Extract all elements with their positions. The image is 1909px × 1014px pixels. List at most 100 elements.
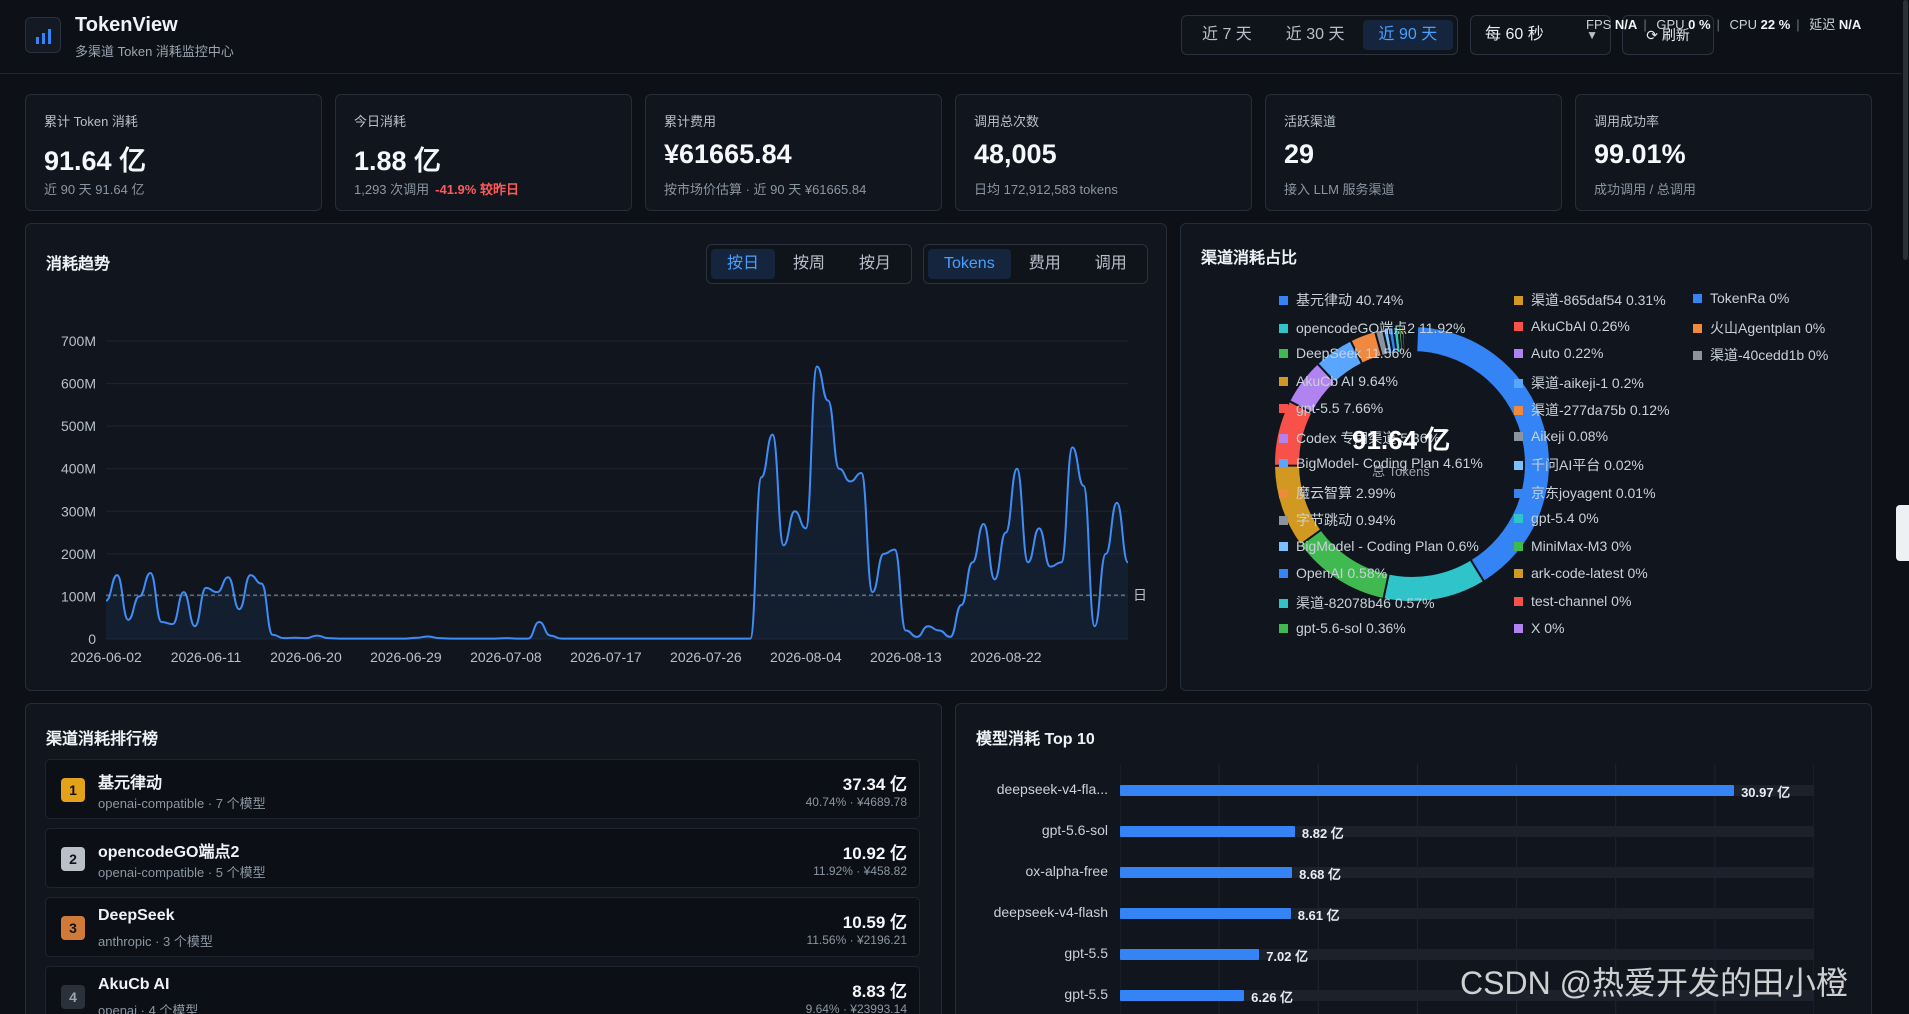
- legend-item[interactable]: X 0%: [1514, 620, 1564, 636]
- granularity-week[interactable]: 按周: [793, 255, 826, 272]
- legend-item[interactable]: gpt-5.4 0%: [1514, 510, 1599, 526]
- legend-item[interactable]: OpenAI 0.58%: [1279, 565, 1387, 581]
- legend-label: 字节跳动 0.94%: [1296, 512, 1396, 528]
- ranking-row[interactable]: 3 DeepSeek anthropic · 3 个模型 10.59 亿 11.…: [45, 897, 920, 957]
- legend-item[interactable]: 基元律动 40.74%: [1279, 290, 1403, 310]
- legend-item[interactable]: Aikeji 0.08%: [1514, 428, 1608, 444]
- legend-swatch: [1514, 321, 1523, 331]
- trend-chart[interactable]: 0 100M 200M 300M 400M 500M 600M 700M 2026-06-02 2…: [26, 224, 1166, 690]
- app-header: TokenView 多渠道 Token 消耗监控中心 近 7 天 近 30 天 …: [0, 0, 1909, 74]
- bar-category-label: gpt-5.5: [1064, 986, 1108, 1002]
- legend-item[interactable]: Auto 0.22%: [1514, 345, 1603, 361]
- stat-card-success-rate: 调用成功率 99.01% 成功调用 / 总调用: [1575, 94, 1872, 211]
- legend-item[interactable]: gpt-5.5 7.66%: [1279, 400, 1383, 416]
- legend-item[interactable]: 火山Agentplan 0%: [1693, 318, 1825, 338]
- channel-meta: openai-compatible · 5 个模型: [98, 865, 266, 880]
- legend-item[interactable]: 字节跳动 0.94%: [1279, 510, 1396, 530]
- legend-label: 魔云智算 2.99%: [1296, 484, 1396, 501]
- share-donut-chart[interactable]: [1180, 223, 1872, 691]
- legend-label: MiniMax-M3 0%: [1531, 537, 1632, 554]
- granularity-month[interactable]: 按月: [859, 255, 892, 272]
- stat-label: 今日消耗: [354, 114, 407, 129]
- legend-item[interactable]: AkuCb AI 9.64%: [1279, 373, 1398, 389]
- refresh-label: 刷新: [1661, 27, 1690, 43]
- stat-card-total-tokens: 累计 Token 消耗 91.64 亿 近 90 天 91.64 亿: [25, 94, 322, 211]
- channel-name: AkuCb AI: [98, 976, 170, 993]
- metric-calls[interactable]: 调用: [1094, 255, 1127, 272]
- legend-swatch: [1693, 351, 1702, 360]
- granularity-day[interactable]: 按日: [711, 249, 776, 279]
- legend-label: gpt-5.6-sol 0.36%: [1296, 620, 1406, 636]
- legend-swatch: [1279, 433, 1288, 443]
- legend-item[interactable]: TokenRa 0%: [1693, 290, 1789, 306]
- bar[interactable]: [1120, 826, 1295, 837]
- legend-item[interactable]: 京东joyagent 0.01%: [1514, 483, 1656, 503]
- legend-item[interactable]: 渠道-82078b46 0.57%: [1279, 593, 1435, 613]
- legend-item[interactable]: MiniMax-M3 0%: [1514, 538, 1631, 554]
- legend-swatch: [1279, 349, 1288, 358]
- legend-item[interactable]: 渠道-865daf54 0.31%: [1514, 290, 1666, 310]
- range-90d[interactable]: 近 90 天: [1362, 20, 1454, 50]
- refresh-interval-select[interactable]: 每 60 秒 ▼: [1470, 15, 1611, 55]
- app-title: TokenView: [75, 14, 178, 36]
- refresh-icon: ⟳: [1646, 27, 1658, 43]
- legend-item[interactable]: 渠道-40cedd1b 0%: [1693, 345, 1828, 365]
- bar-value-label: 30.97 亿: [1741, 785, 1791, 800]
- channel-tokens: 37.34 亿: [842, 775, 907, 794]
- scrollbar-thumb[interactable]: [1903, 0, 1908, 260]
- ranking-row[interactable]: 2 opencodeGO端点2 openai-compatible · 5 个模…: [45, 828, 920, 888]
- refresh-button[interactable]: ⟳ 刷新: [1622, 15, 1714, 55]
- legend-item[interactable]: DeepSeek 11.56%: [1279, 345, 1412, 361]
- legend-item[interactable]: 魔云智算 2.99%: [1279, 483, 1396, 503]
- bar[interactable]: [1120, 990, 1245, 1001]
- bar[interactable]: [1120, 908, 1291, 919]
- legend-label: 渠道-aikeji-1 0.2%: [1531, 374, 1644, 391]
- legend-item[interactable]: 渠道-aikeji-1 0.2%: [1514, 373, 1644, 393]
- legend-item[interactable]: gpt-5.6-sol 0.36%: [1279, 620, 1406, 636]
- legend-swatch: [1279, 376, 1288, 386]
- legend-label: X 0%: [1531, 620, 1565, 636]
- legend-item[interactable]: 千问AI平台 0.02%: [1514, 455, 1644, 475]
- legend-swatch: [1514, 541, 1523, 551]
- bar[interactable]: [1120, 867, 1293, 878]
- metric-tokens[interactable]: Tokens: [928, 249, 1011, 279]
- bar[interactable]: [1120, 785, 1735, 796]
- bar-value-label: 8.82 亿: [1301, 826, 1344, 841]
- average-label: 日: [1133, 587, 1147, 603]
- legend-item[interactable]: 渠道-277da75b 0.12%: [1514, 400, 1670, 420]
- channel-tokens: 10.59 亿: [842, 913, 907, 932]
- channel-meta: openai · 4 个模型: [98, 1003, 199, 1014]
- legend-label: 渠道-40cedd1b 0%: [1710, 347, 1829, 363]
- legend-item[interactable]: opencodeGO端点2 11.92%: [1279, 318, 1465, 338]
- stat-value: ¥61665.84: [664, 139, 792, 169]
- range-30d[interactable]: 近 30 天: [1285, 26, 1345, 43]
- legend-label: opencodeGO端点2 11.92%: [1296, 319, 1466, 336]
- legend-item[interactable]: test-channel 0%: [1514, 593, 1631, 609]
- ranking-row[interactable]: 4 AkuCb AI openai · 4 个模型 8.83 亿 9.64% ·…: [45, 966, 920, 1014]
- legend-swatch: [1514, 406, 1523, 415]
- side-drawer-tab[interactable]: [1896, 505, 1909, 561]
- y-tick-label: 300M: [61, 503, 96, 519]
- rank-badge: 4: [61, 985, 85, 1009]
- x-tick-label: 2026-08-22: [970, 649, 1042, 665]
- legend-label: OpenAI 0.58%: [1296, 565, 1388, 581]
- legend-swatch: [1279, 624, 1288, 633]
- legend-swatch: [1514, 378, 1523, 388]
- legend-label: AkuCbAI 0.26%: [1531, 317, 1630, 334]
- y-tick-label: 500M: [61, 418, 96, 434]
- fps-label: FPS: [1586, 17, 1612, 32]
- stat-label: 调用成功率: [1594, 114, 1660, 129]
- legend-label: 千问AI平台 0.02%: [1531, 457, 1644, 473]
- ranking-row[interactable]: 1 基元律动 openai-compatible · 7 个模型 37.34 亿…: [45, 759, 920, 819]
- legend-item[interactable]: BigModel- Coding Plan 4.61%: [1279, 455, 1483, 471]
- legend-item[interactable]: Codex 专用渠道 5.36%: [1279, 428, 1440, 448]
- legend-item[interactable]: AkuCbAI 0.26%: [1514, 318, 1630, 334]
- legend-item[interactable]: BigModel - Coding Plan 0.6%: [1279, 538, 1479, 554]
- legend-swatch: [1514, 514, 1523, 523]
- legend-item[interactable]: ark-code-latest 0%: [1514, 565, 1648, 581]
- metric-cost[interactable]: 费用: [1028, 255, 1061, 272]
- bar-chart-icon: [36, 29, 51, 44]
- range-7d[interactable]: 近 7 天: [1202, 26, 1252, 43]
- legend-swatch: [1279, 516, 1288, 525]
- bar[interactable]: [1120, 949, 1260, 960]
